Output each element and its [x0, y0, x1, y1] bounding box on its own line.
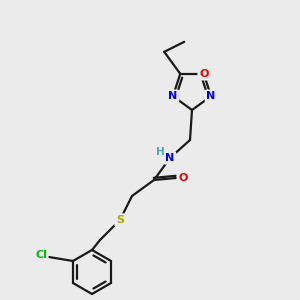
- Text: O: O: [178, 173, 188, 183]
- Text: O: O: [199, 69, 208, 79]
- Text: H: H: [156, 147, 164, 157]
- Text: N: N: [206, 91, 216, 101]
- Text: N: N: [165, 153, 175, 163]
- Text: Cl: Cl: [35, 250, 47, 260]
- Text: N: N: [168, 91, 178, 101]
- Text: S: S: [116, 215, 124, 225]
